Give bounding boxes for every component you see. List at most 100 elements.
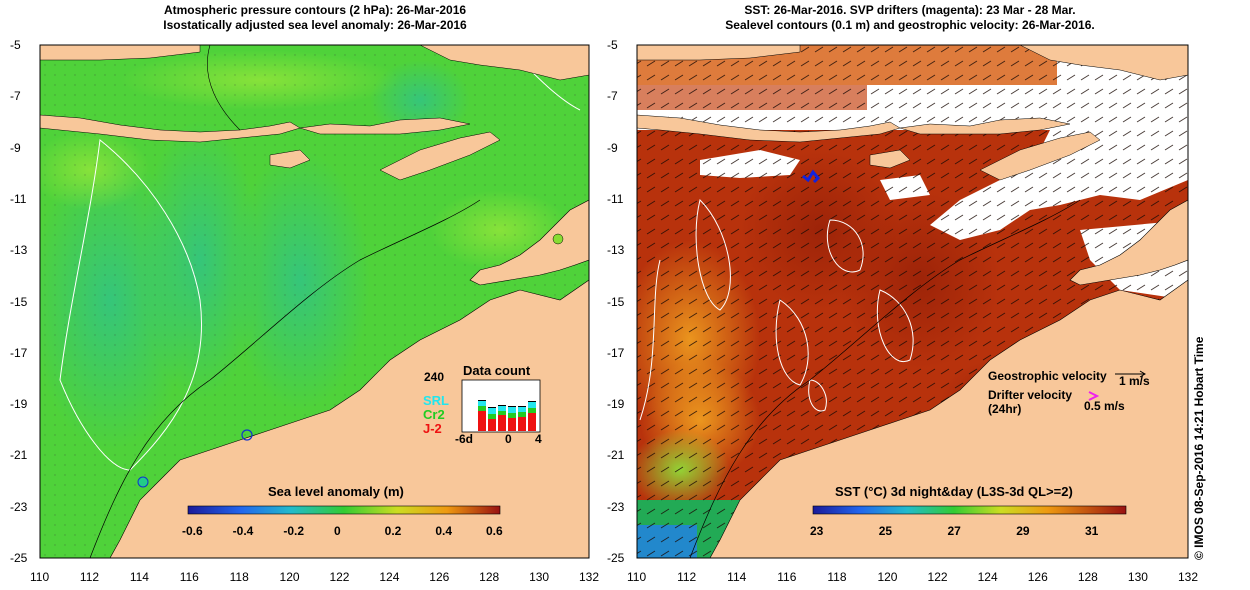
inset-bar-segment <box>498 404 506 411</box>
australia-landmass <box>109 279 589 558</box>
kimberley-coast <box>1069 199 1188 286</box>
axis-tick-label: 132 <box>579 570 600 584</box>
inset-title: Data count <box>463 363 531 378</box>
sst-colorbar-label: SST (°C) 3d night&day (L3S-3d QL>=2) <box>835 484 1073 499</box>
inset-x-label: 0 <box>505 432 512 446</box>
australia-landmass <box>709 279 1188 558</box>
sea-level-contour <box>695 199 731 311</box>
left-title-line1: Atmospheric pressure contours (2 hPa): 2… <box>163 3 467 17</box>
inset-bar-segment <box>508 416 516 431</box>
right-title-line2: Sealevel contours (0.1 m) and geostrophi… <box>725 18 1095 32</box>
colorbar-tick-label: 0.2 <box>384 524 402 538</box>
axis-tick-label: 128 <box>479 570 500 584</box>
sulawesi-south <box>419 45 589 81</box>
axis-tick-label: -15 <box>607 294 625 309</box>
inset-bars <box>464 381 540 431</box>
axis-tick-label: -9 <box>607 140 618 155</box>
lesser-sunda-islands <box>299 117 471 135</box>
imos-credit: © IMOS 08-Sep-2016 14:21 Hobart Time <box>1192 336 1206 560</box>
inset-bar-segment <box>478 409 486 431</box>
left-map <box>40 45 589 558</box>
sumba-island <box>269 149 311 169</box>
axis-tick-label: -17 <box>607 345 625 360</box>
inset-bar-segment <box>488 407 496 415</box>
geostrophic-velocity-label: Geostrophic velocity <box>988 369 1107 383</box>
inset-bar-segment <box>488 418 496 431</box>
axis-tick-label: 120 <box>877 570 898 584</box>
axis-tick-label: -21 <box>10 448 28 463</box>
colorbar-tick-label: 29 <box>1016 524 1030 538</box>
axis-tick-label: 126 <box>429 570 450 584</box>
colorbar-tick-label: 0 <box>334 524 341 538</box>
kimberley-coast <box>469 199 589 286</box>
colorbar-tick-label: 25 <box>878 524 893 538</box>
axis-tick-label: -23 <box>607 499 625 514</box>
axis-tick-label: -5 <box>10 38 21 52</box>
inset-bar-segment <box>528 412 536 431</box>
sumba-island <box>869 149 911 169</box>
axis-tick-label: 110 <box>30 570 50 584</box>
sea-level-colorbar-label: Sea level anomaly (m) <box>268 484 404 499</box>
left-title-line2: Isostatically adjusted sea level anomaly… <box>163 18 467 32</box>
inset-bar-segment <box>518 406 526 412</box>
axis-tick-label: 132 <box>1178 570 1199 584</box>
axis-tick-label: 122 <box>927 570 948 584</box>
tide-gauge-marker <box>241 429 253 441</box>
axis-tick-label: -17 <box>10 345 28 360</box>
colorbar-tick-label: 0.6 <box>486 524 503 538</box>
inset-legend-item: J-2 <box>423 421 442 436</box>
colorbar-tick-label: 0.4 <box>435 524 453 538</box>
inset-ymax: 240 <box>424 370 445 384</box>
axis-tick-label: -21 <box>607 448 625 463</box>
axis-tick-label: -13 <box>607 243 625 258</box>
axis-tick-label: 116 <box>179 570 199 584</box>
right-map-frame <box>636 44 1189 559</box>
colorbar-tick-label: 31 <box>1085 524 1099 538</box>
axis-tick-label: 130 <box>529 570 550 584</box>
axis-tick-label: 118 <box>229 570 249 584</box>
right-title-line1: SST: 26-Mar-2016. SVP drifters (magenta)… <box>744 3 1076 17</box>
axis-tick-label: 122 <box>329 570 350 584</box>
axis-tick-label: 116 <box>777 570 797 584</box>
timor-island <box>379 131 501 181</box>
axis-tick-label: 130 <box>1127 570 1148 584</box>
axis-tick-label: 110 <box>627 570 647 584</box>
pressure-contour-black <box>89 199 481 558</box>
lesser-sunda-islands <box>899 117 1071 135</box>
colorbar-tick-label: 23 <box>810 524 824 538</box>
axis-tick-label: -15 <box>10 294 28 309</box>
borneo-south <box>637 45 801 61</box>
colorbar-tick-label: -0.6 <box>182 524 203 538</box>
inset-legend: SRL Cr2 J-2 <box>423 394 449 436</box>
axis-tick-label: -19 <box>10 397 28 412</box>
left-title: Atmospheric pressure contours (2 hPa): 2… <box>40 3 590 33</box>
inset-bar-segment <box>478 400 486 406</box>
colorbar-tick-label: -0.4 <box>232 524 254 538</box>
axis-tick-label: 124 <box>379 570 400 584</box>
axis-tick-label: -19 <box>607 397 625 412</box>
axis-tick-label: 120 <box>279 570 300 584</box>
drifter-scale-label: 0.5 m/s <box>1084 399 1125 413</box>
inset-bar-segment <box>528 401 536 409</box>
inset-bar-segment <box>508 406 516 413</box>
drifter-velocity-sublabel: (24hr) <box>988 402 1022 416</box>
axis-tick-label: -25 <box>607 551 625 565</box>
axis-tick-label: 118 <box>827 570 847 584</box>
axis-tick-label: 128 <box>1077 570 1098 584</box>
borneo-south <box>40 45 201 61</box>
axis-tick-label: -23 <box>10 499 28 514</box>
axis-tick-label: -13 <box>10 243 28 258</box>
sst-colorbar <box>812 505 1127 515</box>
timor-island <box>979 131 1101 181</box>
axis-tick-label: -5 <box>607 38 618 52</box>
inset-xlabels: -6d 0 4 <box>455 432 550 448</box>
axis-tick-label: -9 <box>10 140 21 155</box>
inset-bar-segment <box>498 414 506 431</box>
colorbar-tick-label: 27 <box>947 524 961 538</box>
tide-gauge-marker <box>137 476 149 488</box>
colorbar-tick-label: -0.2 <box>283 524 305 538</box>
sulawesi-south <box>1019 45 1188 81</box>
axis-tick-label: 114 <box>727 570 747 584</box>
axis-tick-label: 112 <box>677 570 697 584</box>
